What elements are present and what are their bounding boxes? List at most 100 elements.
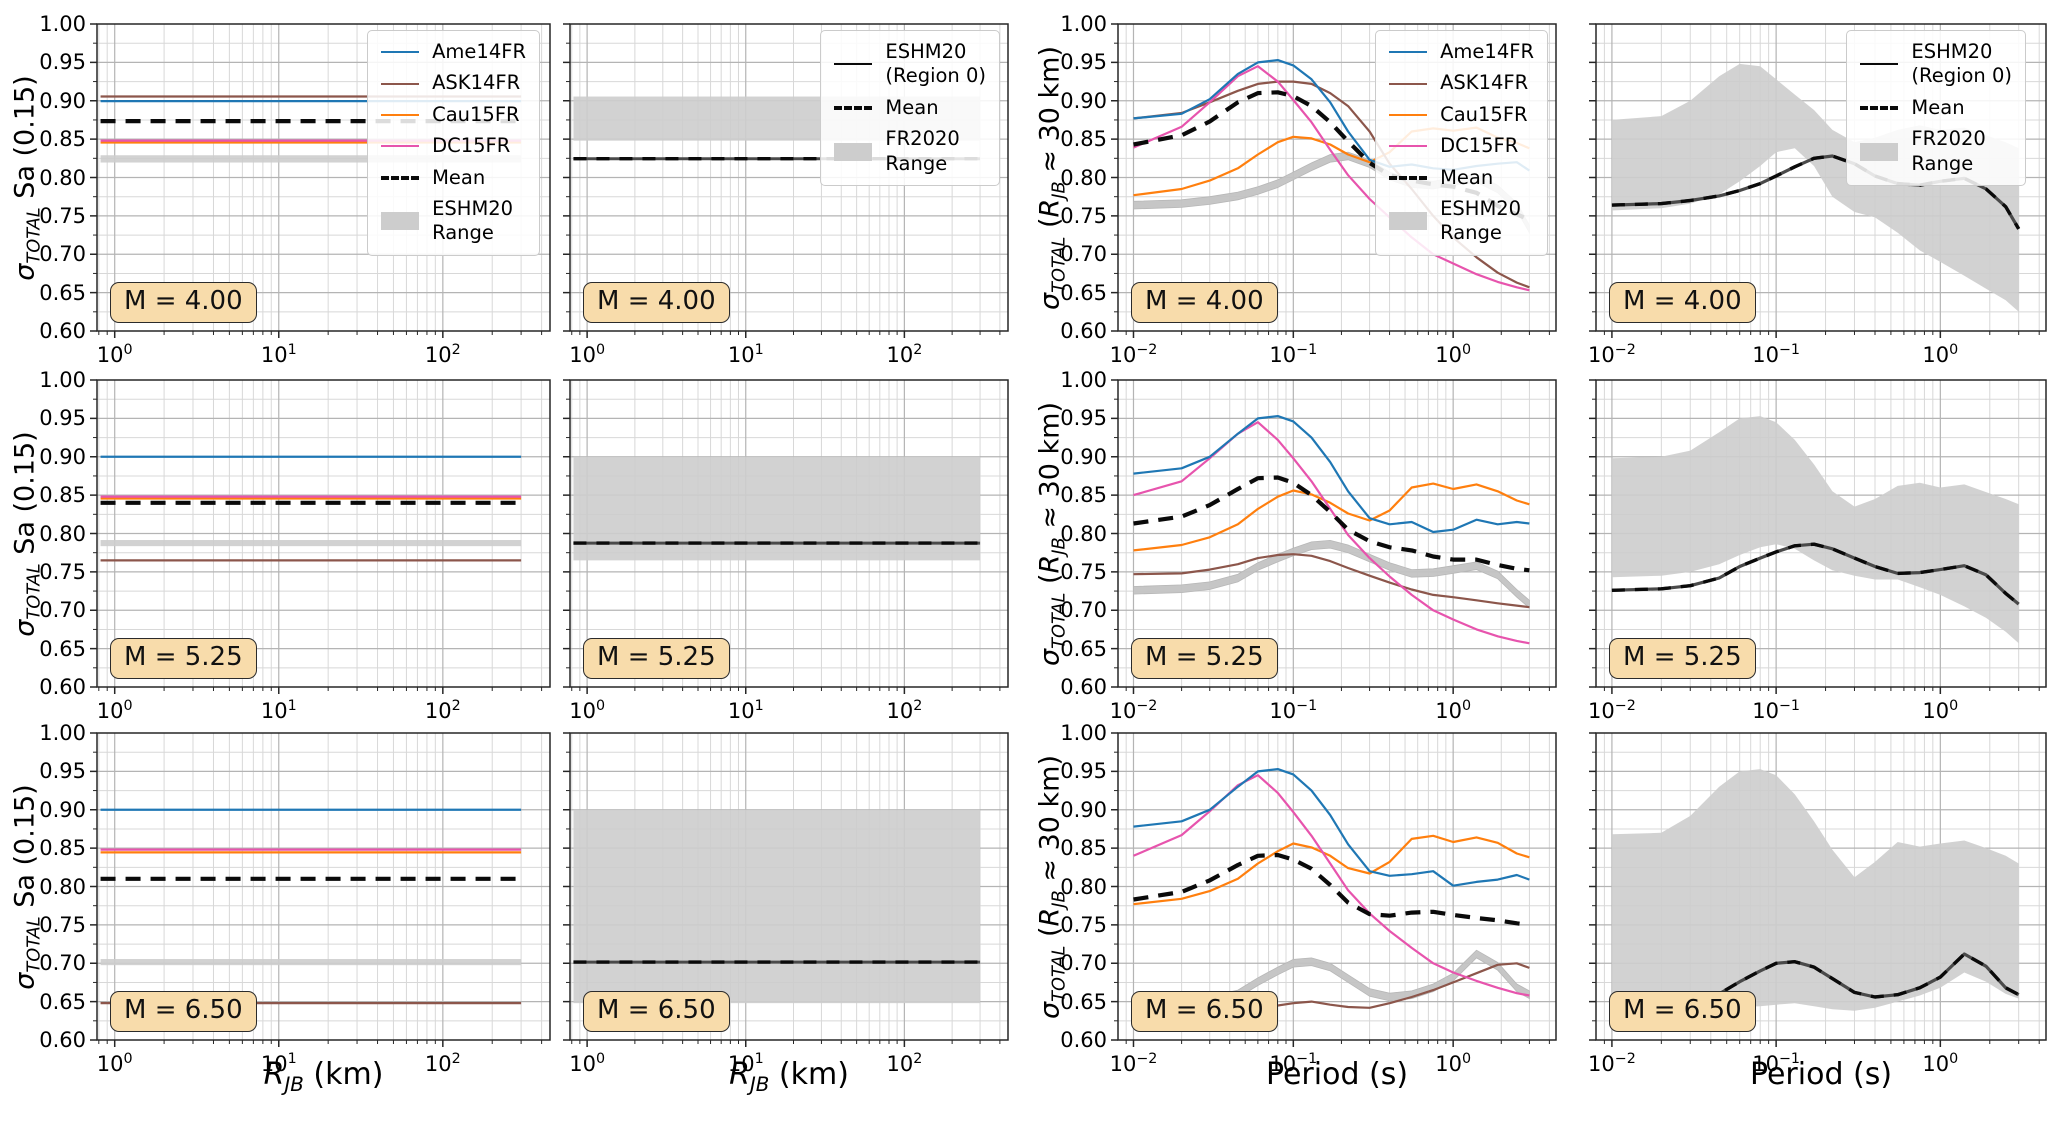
legend-sample-line: [381, 113, 420, 116]
legend-entry: Mean: [1860, 96, 2012, 120]
legend-sample-dashed: [381, 175, 420, 180]
y-axis-label-right-row2: σTOTAL (RJB ≈ 30 km): [1034, 401, 1070, 666]
x-tick-label: 10−2: [1588, 698, 1636, 723]
magnitude-label: M = 4.00: [1131, 282, 1278, 323]
x-tick-label: 100: [1435, 342, 1472, 367]
y-tick-label: 0.90: [39, 88, 86, 113]
x-tick-label: 101: [260, 698, 297, 723]
y-axis-label-right-row3: σTOTAL (RJB ≈ 30 km): [1034, 754, 1070, 1019]
legend-entry: FR2020 Range: [1860, 127, 2012, 176]
legend-entry: Ame14FR: [1389, 40, 1534, 64]
y-tick-label: 0.90: [1060, 797, 1107, 822]
legend-label: Ame14FR: [432, 40, 526, 63]
x-tick-label: 100: [96, 1051, 133, 1076]
y-tick-label: 1.00: [39, 12, 86, 36]
legend-sample-dashed: [1389, 175, 1428, 180]
legend-label: FR2020 Range: [885, 127, 960, 175]
legend-entry: ESHM20 (Region 0): [834, 40, 986, 89]
x-tick-label: 10−1: [1752, 698, 1801, 723]
legend-fr-models-col3: Ame14FR ASK14FR Cau15FR DC15FR Mean ESHM20 Ra…: [1375, 30, 1548, 256]
legend-sample-line: [381, 145, 420, 148]
y-tick-label: 0.70: [39, 242, 86, 267]
x-axis-label-period-col3: Period (s): [1265, 1057, 1409, 1092]
y-tick-label: 0.70: [1060, 242, 1107, 267]
y-tick-label: 0.60: [39, 1028, 86, 1052]
y-tick-label: 1.00: [1060, 368, 1107, 392]
x-tick-label: 10−2: [1109, 1051, 1158, 1076]
y-tick-label: 0.80: [1060, 874, 1107, 899]
y-tick-label: 0.80: [1060, 521, 1107, 546]
y-tick-label: 0.85: [39, 836, 86, 861]
x-tick-label: 102: [886, 342, 923, 367]
y-tick-label: 0.65: [1060, 280, 1107, 305]
magnitude-label: M = 5.25: [1131, 638, 1278, 679]
y-tick-label: 0.80: [1060, 165, 1107, 190]
y-tick-label: 1.00: [39, 721, 86, 745]
series-mean: [1133, 475, 1530, 573]
legend-sample-line: [1389, 145, 1428, 148]
legend-sample-line: [834, 63, 873, 66]
legend-label: FR2020 Range: [1911, 127, 1986, 175]
series-band: [573, 456, 981, 561]
legend-label: Mean: [1440, 165, 1494, 189]
subplot-r3c2: [563, 732, 1009, 1047]
legend-entry: Cau15FR: [381, 103, 526, 127]
legend-entry: ASK14FR: [381, 71, 526, 95]
series-line: [1133, 482, 1530, 552]
y-tick-label: 0.90: [39, 797, 86, 822]
y-tick-label: 0.70: [39, 598, 86, 623]
y-tick-label: 0.60: [1060, 675, 1107, 699]
y-axis-label-right-row1: σTOTAL (RJB ≈ 30 km): [1034, 45, 1070, 310]
x-tick-label: 10−1: [1752, 1051, 1801, 1076]
y-tick-label: 0.75: [39, 203, 86, 228]
subplot-r2c2: [563, 379, 1009, 694]
legend-label: Mean: [885, 95, 939, 119]
series-line: [1133, 415, 1530, 534]
x-tick-label: 101: [727, 1051, 764, 1076]
y-axis-label-left-row3: σTOTAL Sa (0.15): [9, 783, 45, 990]
series-band: [100, 959, 522, 966]
legend-label: ASK14FR: [1440, 71, 1529, 95]
y-tick-label: 0.60: [39, 319, 86, 343]
y-tick-label: 0.70: [1060, 598, 1107, 623]
y-tick-label: 0.95: [1060, 759, 1107, 784]
x-tick-label: 100: [1922, 698, 1959, 723]
y-tick-label: 0.75: [39, 559, 86, 584]
x-tick-label: 101: [727, 698, 764, 723]
y-tick-label: 0.60: [1060, 319, 1107, 343]
legend-label: Mean: [1911, 95, 1965, 119]
legend-entry: Cau15FR: [1389, 103, 1534, 127]
legend-fr-models-col1: Ame14FR ASK14FR Cau15FR DC15FR Mean ESHM20 Ra…: [367, 30, 540, 256]
y-tick-label: 0.60: [39, 675, 86, 699]
legend-sample-dashed: [1860, 105, 1899, 110]
legend-sample-line: [1860, 63, 1899, 66]
y-tick-label: 0.65: [39, 989, 86, 1014]
magnitude-label: M = 4.00: [583, 282, 730, 323]
x-tick-label: 10−1: [1269, 342, 1318, 367]
legend-label: Mean: [432, 165, 486, 189]
legend-label: ESHM20 Range: [432, 196, 514, 245]
x-tick-label: 10−2: [1588, 1051, 1636, 1076]
legend-entry: Mean: [381, 166, 526, 190]
y-tick-label: 0.95: [39, 759, 86, 784]
legend-label: Cau15FR: [432, 102, 520, 126]
series-mean: [1133, 852, 1530, 927]
series-band: [1133, 539, 1530, 609]
magnitude-label: M = 6.50: [1131, 991, 1278, 1032]
x-tick-label: 10−2: [1588, 342, 1636, 367]
x-tick-label: 101: [260, 1051, 297, 1076]
y-tick-label: 1.00: [39, 368, 86, 392]
y-tick-label: 0.80: [39, 874, 86, 899]
x-tick-label: 100: [1435, 698, 1472, 723]
x-tick-label: 102: [424, 342, 461, 367]
y-tick-label: 0.85: [1060, 127, 1107, 152]
legend-sample-band: [381, 212, 420, 231]
legend-entry: ESHM20 (Region 0): [1860, 40, 2012, 89]
x-tick-label: 100: [96, 698, 133, 723]
y-tick-label: 0.90: [39, 444, 86, 469]
series-line: [1133, 834, 1530, 906]
legend-label: ESHM20 (Region 0): [1911, 40, 2012, 88]
magnitude-label: M = 6.50: [1609, 991, 1756, 1032]
series-band: [1611, 416, 2019, 644]
